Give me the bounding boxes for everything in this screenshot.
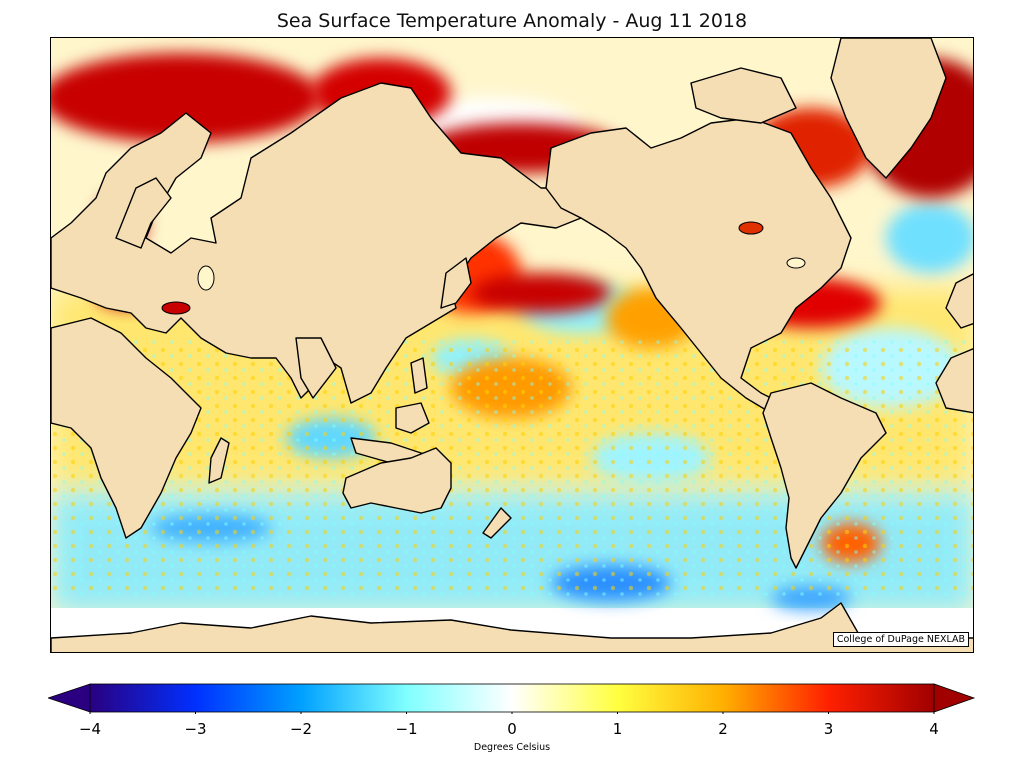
landmass-philippines (410, 357, 428, 394)
colorbar-tick-label: −4 (78, 720, 102, 738)
colorbar-tick-label: 1 (612, 720, 623, 738)
landmass-japan (440, 257, 472, 309)
landmass-south-america (762, 382, 887, 569)
colorbar-tick-label: −2 (289, 720, 313, 738)
landmass-europe-east-wrap (945, 273, 973, 329)
landmass-greenland (830, 38, 947, 179)
colorbar-tick-label: −3 (184, 720, 207, 738)
sst-anomaly-map: College of DuPage NEXLAB (50, 37, 974, 653)
landmass-australia (342, 447, 452, 514)
landmass-africa-east-wrap (935, 348, 973, 414)
colorbar-tick-label: 0 (507, 720, 517, 738)
landmass-scandinavia (115, 177, 172, 249)
colorbar-tick-label: 3 (823, 720, 834, 738)
landmass-madagascar (208, 437, 230, 484)
colorbar-tick-label: −1 (395, 720, 418, 738)
map-title: Sea Surface Temperature Anomaly - Aug 11… (276, 10, 748, 32)
colorbar-ticks (89, 712, 935, 714)
landmass-borneo (395, 402, 430, 434)
colorbar-label: Degrees Celsius (473, 742, 551, 753)
map-canvas (51, 38, 973, 652)
landmass-india (295, 337, 337, 399)
landmass-arctic-islands (690, 67, 797, 124)
colorbar-extend-low (48, 683, 91, 713)
colorbar-body (89, 683, 935, 713)
colorbar-tick-label: 4 (929, 720, 939, 738)
land-masses (51, 38, 973, 652)
credit-label: College of DuPage NEXLAB (832, 632, 969, 647)
inland-waters (161, 221, 806, 315)
colorbar (48, 683, 976, 714)
landmass-new-zealand (482, 507, 512, 539)
landmass-africa (51, 317, 202, 539)
colorbar-extend-high (933, 683, 976, 713)
colorbar-tick-label: 2 (718, 720, 728, 738)
landmass-north-america (545, 117, 852, 414)
